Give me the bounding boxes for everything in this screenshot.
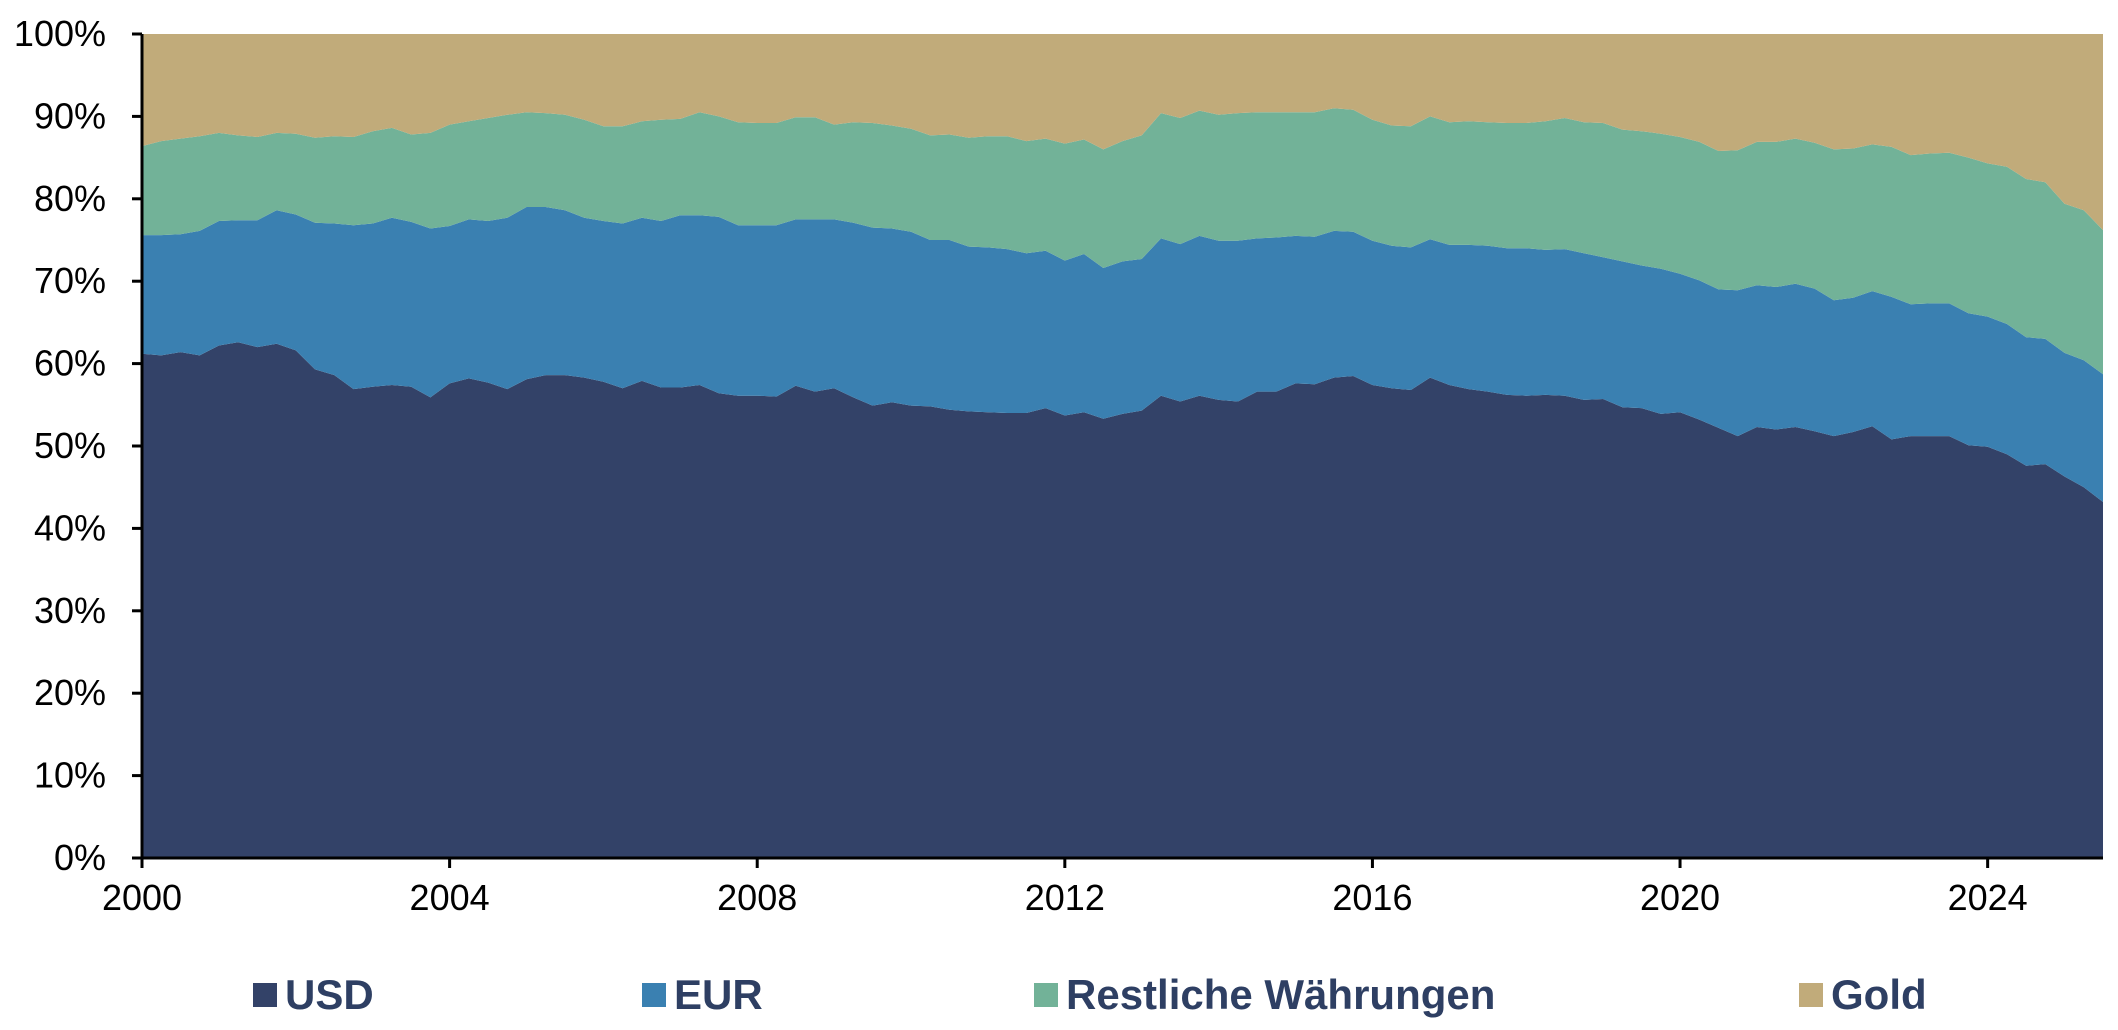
legend-swatch-restliche-waehrungen — [1034, 983, 1058, 1007]
y-tick-label: 40% — [34, 507, 106, 548]
y-tick-label: 50% — [34, 425, 106, 466]
area-usd — [142, 342, 2103, 858]
area-eur — [142, 207, 2103, 502]
x-tick-label: 2020 — [1640, 877, 1720, 918]
legend-item-eur: EUR — [642, 965, 763, 1025]
y-tick-label: 70% — [34, 260, 106, 301]
area-layers — [142, 34, 2103, 858]
x-tick-label: 2024 — [1948, 877, 2028, 918]
legend-item-gold: Gold — [1799, 965, 1927, 1025]
legend-swatch-gold — [1799, 983, 1823, 1007]
y-tick-label: 0% — [54, 837, 106, 878]
x-tick-label: 2008 — [717, 877, 797, 918]
x-tick-label: 2000 — [102, 877, 182, 918]
area-restliche-waehrungen — [142, 108, 2103, 375]
y-tick-label: 100% — [14, 13, 106, 54]
x-tick-label: 2016 — [1332, 877, 1412, 918]
legend-label-usd: USD — [285, 971, 374, 1018]
x-tick-label: 2012 — [1025, 877, 1105, 918]
legend-label-eur: EUR — [674, 971, 763, 1018]
y-tick-label: 20% — [34, 672, 106, 713]
y-tick-label: 30% — [34, 590, 106, 631]
y-axis-ticks: 0% 10% 20% 30% 40% 50% 60% 70% 80% 90% 100% — [14, 13, 142, 878]
x-tick-label: 2004 — [410, 877, 490, 918]
area-gold — [142, 34, 2103, 231]
legend-item-restliche-waehrungen: Restliche Währungen — [1034, 965, 1495, 1025]
stacked-area-chart: 0%10%20%30%40%50%60%70%80%90%100% 2000 20… — [14, 13, 2103, 918]
legend-label-restliche-waehrungen: Restliche Währungen — [1066, 971, 1496, 1018]
x-axis-ticks: 2000 2004 2008 2012 2016 2020 2024 — [102, 858, 2028, 918]
legend-label-gold: Gold — [1831, 971, 1927, 1018]
y-tick-label: 90% — [34, 95, 106, 136]
y-tick-label: 10% — [34, 755, 106, 796]
legend-swatch-eur — [642, 983, 666, 1007]
y-tick-label: 60% — [34, 343, 106, 384]
legend-swatch-usd — [253, 983, 277, 1007]
legend: USD EUR Restliche Währungen Gold — [0, 965, 2118, 1025]
y-tick-label: 80% — [34, 178, 106, 219]
legend-item-usd: USD — [253, 965, 374, 1025]
